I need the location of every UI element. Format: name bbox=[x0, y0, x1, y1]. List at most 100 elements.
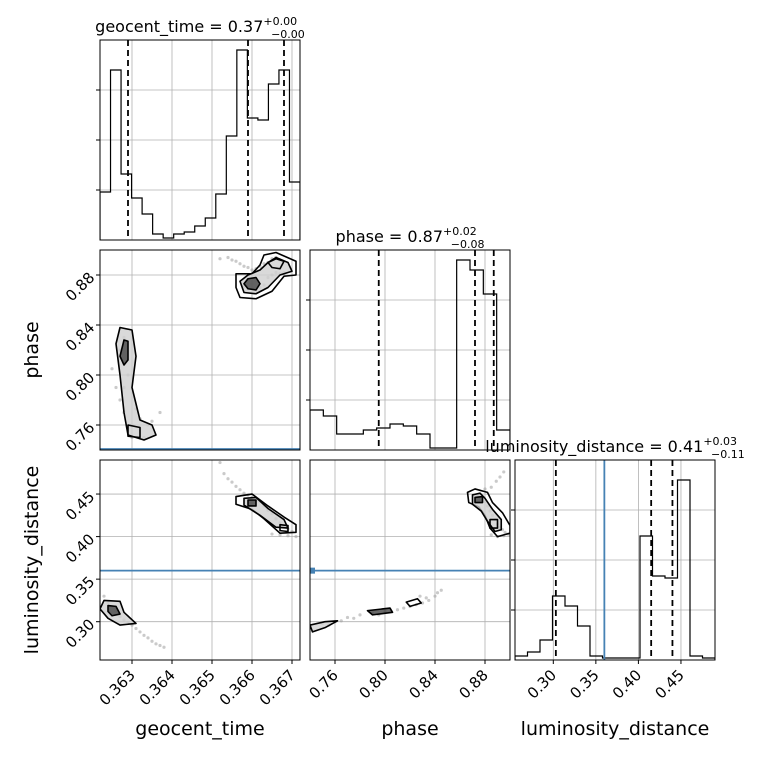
sample-point bbox=[270, 532, 274, 536]
density-contour bbox=[474, 495, 484, 504]
y-tick-label: 0.80 bbox=[62, 369, 98, 405]
sample-point bbox=[218, 257, 222, 261]
sample-point bbox=[435, 591, 440, 595]
sample-point bbox=[246, 265, 250, 270]
density-contour bbox=[366, 607, 394, 616]
sample-point bbox=[489, 485, 493, 489]
density-contour bbox=[489, 518, 499, 529]
title-lower-error: −0.11 bbox=[711, 448, 745, 461]
density-contour bbox=[267, 257, 285, 270]
title-value: phase = 0.87 bbox=[336, 227, 443, 246]
sample-point bbox=[502, 470, 506, 474]
panel-frame bbox=[99, 39, 301, 241]
sample-point bbox=[218, 460, 222, 465]
x-tick-label: 0.80 bbox=[355, 666, 391, 702]
sample-point bbox=[222, 472, 226, 476]
sample-point bbox=[352, 616, 356, 620]
sample-point bbox=[250, 268, 254, 272]
panel-frame bbox=[99, 459, 301, 661]
sample-point bbox=[114, 385, 118, 390]
density-contour bbox=[310, 620, 339, 633]
panel-frame bbox=[99, 249, 301, 451]
sample-point bbox=[134, 626, 138, 631]
sample-point bbox=[110, 367, 114, 371]
sample-point bbox=[226, 477, 230, 481]
x-tick-label: 0.35 bbox=[566, 666, 602, 702]
histogram-panel-phase: phase = 0.87+0.02 −0.08 bbox=[306, 225, 511, 451]
title-lower-error: −0.08 bbox=[451, 238, 485, 251]
sample-point bbox=[154, 642, 158, 646]
sample-point bbox=[427, 598, 431, 603]
x-tick-label: 0.363 bbox=[96, 666, 139, 709]
density-contour bbox=[247, 499, 257, 507]
y-axis-label: phase bbox=[21, 321, 43, 378]
y-tick-label: 0.84 bbox=[62, 319, 98, 355]
density-contour bbox=[279, 523, 289, 533]
y-tick-label: 0.88 bbox=[62, 269, 98, 305]
density-contour bbox=[115, 326, 157, 441]
sample-point bbox=[498, 475, 502, 479]
title-value: luminosity_distance = 0.41 bbox=[485, 437, 703, 457]
sample-point bbox=[402, 606, 406, 610]
sample-point bbox=[286, 534, 290, 538]
sample-point bbox=[294, 534, 298, 539]
x-tick-label: 0.367 bbox=[256, 666, 299, 709]
panel-title: phase = 0.87+0.02 −0.08 bbox=[336, 225, 485, 251]
title-upper-error: +0.03 bbox=[703, 435, 737, 448]
density-contour bbox=[107, 604, 121, 617]
scatter-panel-phase-luminosity_distance bbox=[309, 459, 511, 661]
sample-point bbox=[345, 615, 350, 620]
title-lower-error: −0.00 bbox=[271, 28, 305, 41]
histogram-panel-geocent_time: geocent_time = 0.37+0.00 −0.00 bbox=[95, 15, 305, 241]
x-tick-label: 0.40 bbox=[609, 666, 645, 702]
density-contour bbox=[243, 276, 261, 291]
y-axis-label: luminosity_distance bbox=[21, 466, 43, 655]
panel-content bbox=[310, 470, 510, 633]
sample-point bbox=[102, 594, 106, 598]
sample-point bbox=[433, 594, 437, 598]
scatter-panel-geocent_time-luminosity_distance bbox=[99, 459, 301, 661]
truth-marker bbox=[310, 567, 315, 574]
sample-point bbox=[420, 601, 425, 605]
sample-point bbox=[278, 533, 282, 537]
title-value: geocent_time = 0.37 bbox=[95, 17, 263, 37]
y-tick-label: 0.35 bbox=[62, 573, 98, 609]
panel-content bbox=[100, 460, 298, 649]
sample-point bbox=[142, 633, 146, 637]
histogram-bars bbox=[100, 49, 300, 240]
sample-point bbox=[418, 594, 422, 598]
sample-point bbox=[158, 643, 162, 648]
y-tick-label: 0.45 bbox=[62, 488, 98, 524]
panel-frame bbox=[309, 459, 511, 661]
panel-frame bbox=[514, 459, 716, 661]
x-tick-label: 0.76 bbox=[305, 666, 341, 702]
y-tick-label: 0.40 bbox=[62, 530, 98, 566]
sample-point bbox=[150, 419, 154, 423]
sample-point bbox=[158, 410, 162, 415]
sample-point bbox=[395, 608, 400, 612]
panel-frame bbox=[309, 249, 511, 451]
sample-point bbox=[162, 645, 166, 649]
title-upper-error: +0.00 bbox=[263, 15, 297, 28]
x-tick-label: 0.88 bbox=[455, 666, 491, 702]
panel-title: luminosity_distance = 0.41+0.03 −0.11 bbox=[485, 435, 745, 461]
x-axis-label: geocent_time bbox=[135, 718, 264, 740]
sample-point bbox=[483, 487, 487, 491]
histogram-bars bbox=[515, 479, 715, 660]
sample-point bbox=[489, 533, 493, 537]
histogram-panel-luminosity_distance: luminosity_distance = 0.41+0.03 −0.11 bbox=[485, 435, 745, 661]
x-tick-label: 0.366 bbox=[216, 666, 259, 709]
histogram-bars bbox=[310, 259, 510, 450]
y-tick-label: 0.76 bbox=[62, 419, 98, 455]
sample-point bbox=[138, 630, 142, 634]
x-tick-label: 0.365 bbox=[176, 666, 219, 709]
x-tick-label: 0.84 bbox=[405, 666, 441, 702]
x-tick-label: 0.364 bbox=[136, 666, 179, 709]
sample-point bbox=[230, 480, 234, 484]
sample-point bbox=[150, 639, 154, 643]
density-contour bbox=[405, 597, 423, 608]
sample-point bbox=[226, 255, 230, 260]
scatter-panel-geocent_time-phase bbox=[99, 249, 301, 451]
x-tick-label: 0.45 bbox=[651, 666, 687, 702]
